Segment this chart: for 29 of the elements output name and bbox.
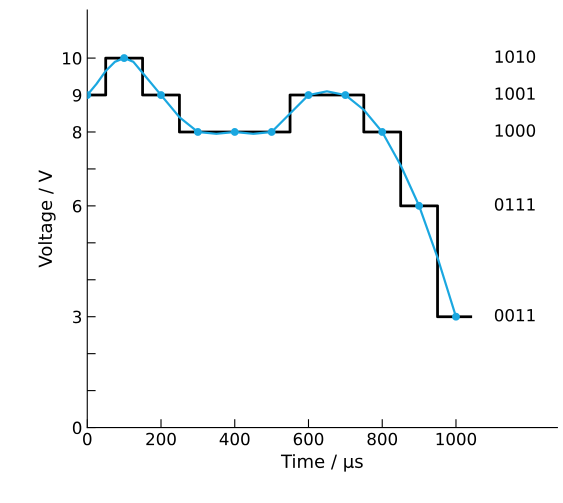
point (268, 128, 276, 136)
x-tick-label: 400 (220, 432, 250, 446)
x-tick-label: 600 (294, 432, 324, 446)
x-tick-label: 200 (146, 432, 176, 446)
annotation: 0011 (494, 308, 535, 322)
x-tick-label: 800 (367, 432, 398, 446)
x-tick-label: 0 (83, 432, 92, 446)
point (415, 202, 424, 210)
y-axis-title: Voltage / V (38, 170, 56, 268)
annotation: 0111 (494, 198, 535, 211)
y-tick-label: 3 (73, 310, 82, 324)
annotation: 1001 (496, 87, 535, 100)
y-tick-label: 9 (72, 89, 82, 102)
point (341, 91, 350, 99)
point (378, 128, 386, 136)
point (230, 128, 239, 136)
annotation: 1000 (496, 124, 536, 137)
point (452, 312, 460, 321)
point (194, 128, 202, 136)
y-tick-label: 6 (72, 200, 82, 212)
x-axis-title: Time / µs (280, 454, 363, 472)
annotation: 1010 (496, 50, 536, 63)
point (304, 91, 312, 99)
y-tick-label: 10 (63, 52, 82, 65)
point (157, 91, 165, 99)
y-tick-label: 8 (72, 126, 82, 139)
y-tick-label: 0 (72, 422, 82, 434)
x-tick-label: 1000 (436, 432, 476, 446)
point (120, 54, 128, 62)
